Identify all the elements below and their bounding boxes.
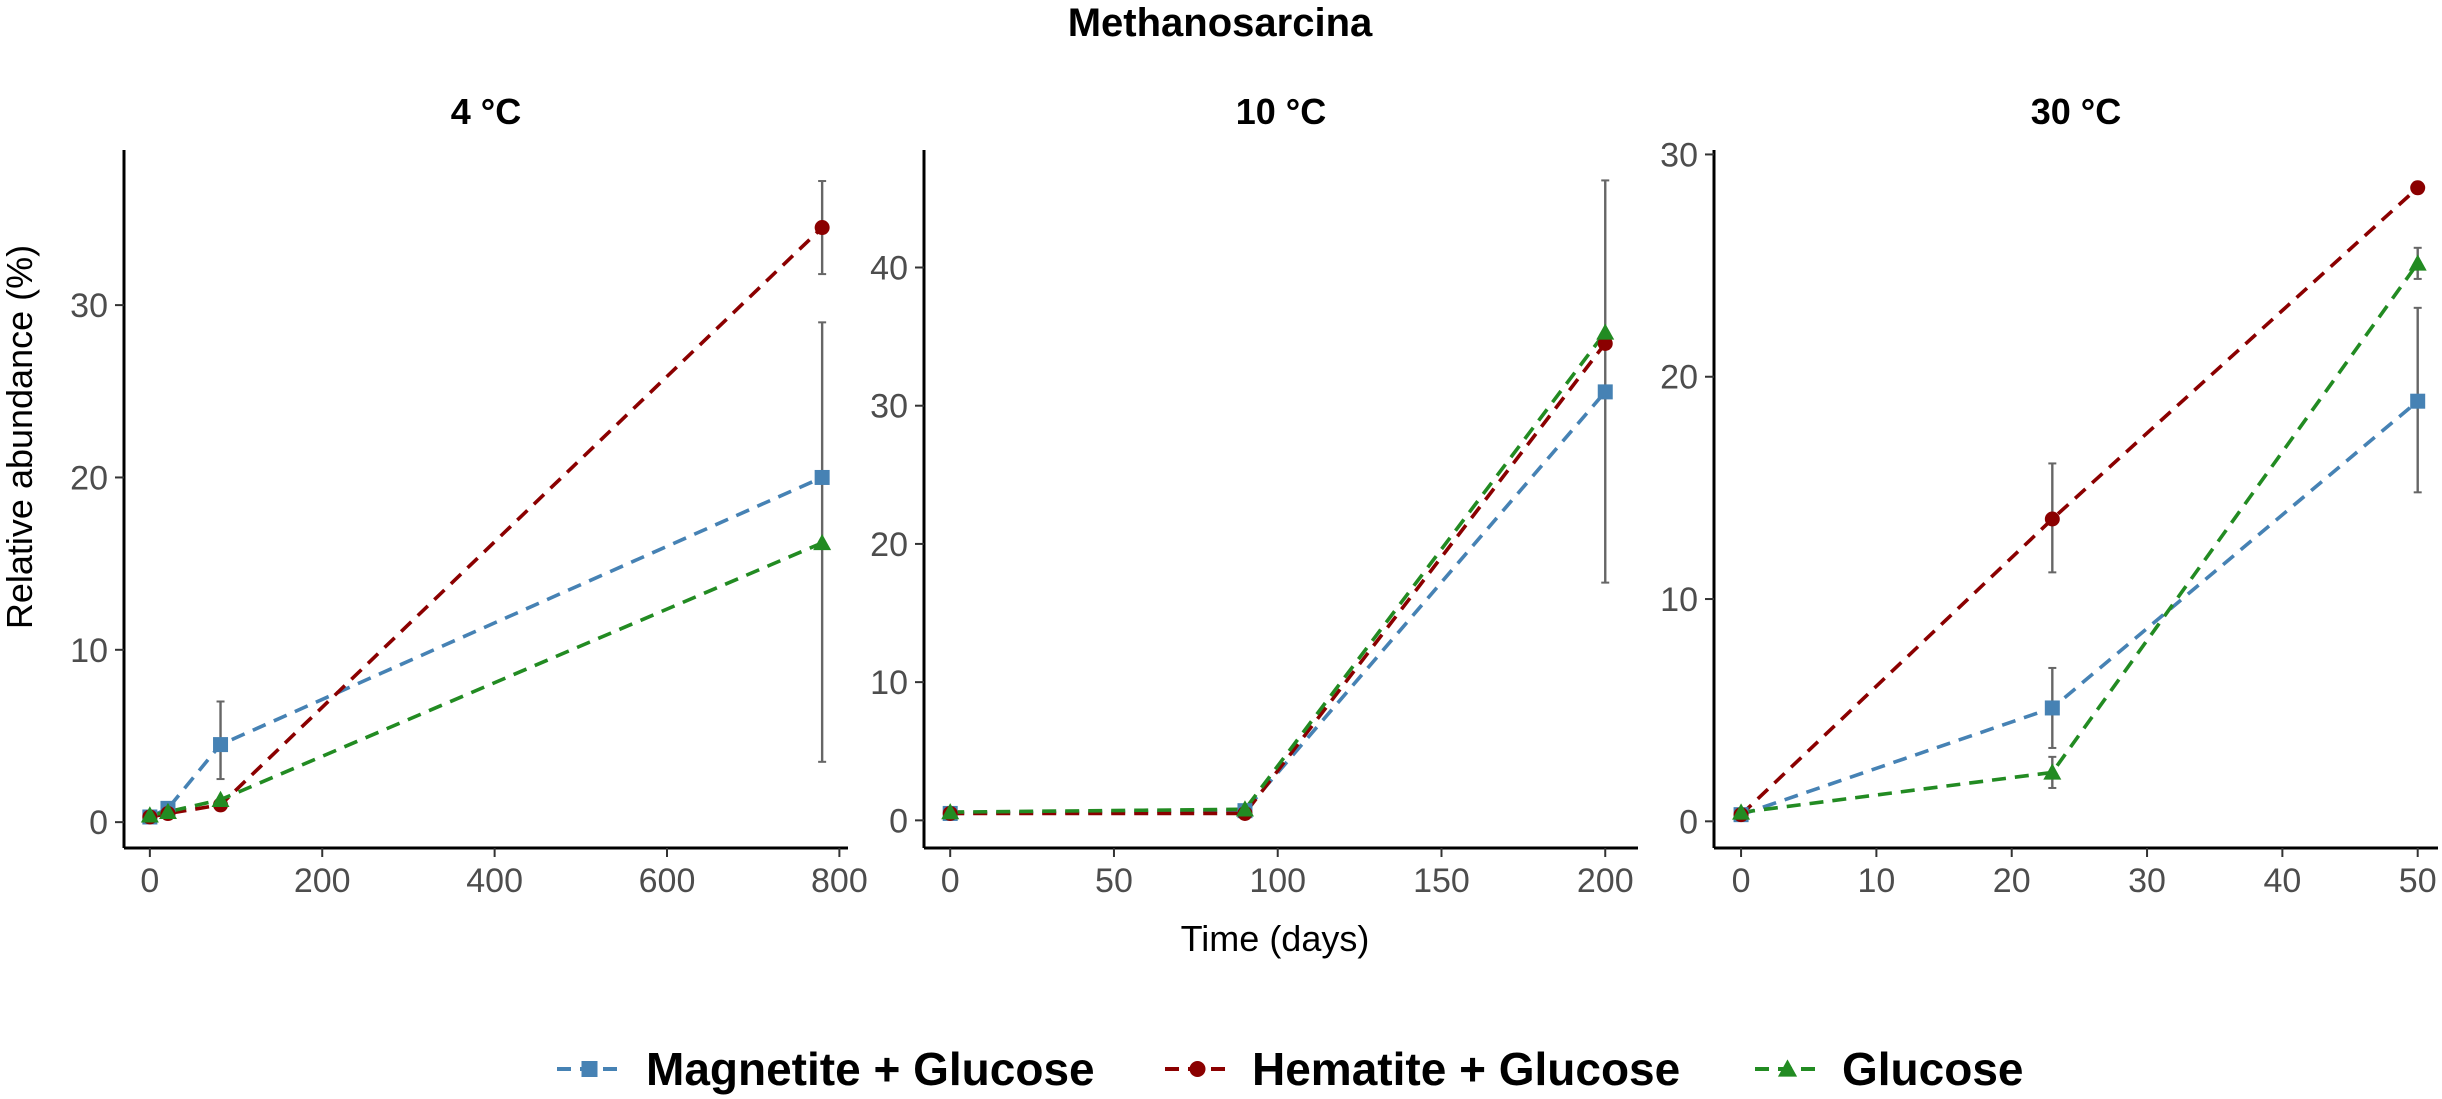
- series-line-hematite: [1739, 186, 2419, 817]
- y-tick-label: 0: [89, 804, 108, 842]
- legend-marker-circle: [1189, 1061, 1206, 1077]
- x-tick-label: 200: [1577, 862, 1634, 900]
- x-tick-label: 800: [811, 862, 868, 900]
- panel-3: 30 °C 0 10 20 30 0 10 20 30 40 50: [1660, 91, 2438, 900]
- x-tick-label: 50: [1095, 862, 1133, 900]
- y-tick-label: 40: [870, 249, 908, 287]
- y-tick-label: 20: [70, 459, 108, 497]
- series-line-hematite: [950, 342, 1607, 816]
- y-tick-label: 10: [70, 632, 108, 670]
- x-tick-label: 0: [140, 862, 159, 900]
- y-tick-label: 30: [1660, 136, 1698, 174]
- point-glucose: [211, 790, 230, 807]
- point-hematite: [1597, 336, 1613, 352]
- figure-title: Methanosarcina: [1068, 1, 1373, 45]
- y-tick-label: 20: [1660, 359, 1698, 397]
- panel-title: 4 °C: [451, 91, 521, 132]
- series-line-magnetite: [149, 475, 823, 819]
- series-line-glucose: [149, 541, 823, 818]
- legend-marker-triangle: [1777, 1059, 1798, 1077]
- panel-title: 10 °C: [1236, 91, 1326, 132]
- point-magnetite: [2410, 393, 2426, 409]
- point-glucose: [1235, 800, 1254, 817]
- x-tick-label: 100: [1249, 862, 1306, 900]
- series-line-glucose: [1740, 262, 2420, 815]
- y-tick-label: 10: [870, 664, 908, 702]
- legend-item-glucose: Glucose: [1755, 1043, 2024, 1095]
- x-tick-label: 400: [466, 862, 523, 900]
- x-tick-label: 40: [2263, 862, 2301, 900]
- x-tick-label: 20: [1993, 862, 2031, 900]
- x-tick-label: 200: [294, 862, 351, 900]
- x-tick-label: 10: [1857, 862, 1895, 900]
- y-tick-label: 30: [870, 388, 908, 426]
- point-glucose: [941, 803, 960, 820]
- legend: Magnetite + Glucose Hematite + Glucose Glu…: [557, 1043, 2024, 1095]
- x-tick-label: 600: [639, 862, 696, 900]
- point-glucose: [2043, 763, 2062, 780]
- panel-title: 30 °C: [2031, 91, 2121, 132]
- y-axis-title: Relative abundance (%): [0, 245, 40, 629]
- point-magnetite: [814, 469, 830, 485]
- y-tick-label: 10: [1660, 581, 1698, 619]
- legend-item-hematite: Hematite + Glucose: [1165, 1043, 1680, 1095]
- point-glucose: [1732, 803, 1751, 820]
- point-glucose: [1596, 323, 1615, 340]
- panel-1: 4 °C 0 10 20 30 0 200 400 600 800: [70, 91, 868, 900]
- legend-marker-square: [581, 1061, 598, 1077]
- x-tick-label: 0: [1732, 862, 1751, 900]
- point-hematite: [814, 220, 830, 236]
- legend-label: Glucose: [1842, 1043, 2024, 1095]
- legend-label: Hematite + Glucose: [1252, 1043, 1680, 1095]
- point-glucose: [813, 533, 832, 551]
- x-tick-label: 30: [2128, 862, 2166, 900]
- y-tick-label: 0: [889, 802, 908, 840]
- x-axis-title: Time (days): [1181, 918, 1370, 959]
- series-line-magnetite: [950, 390, 1607, 816]
- y-tick-label: 0: [1679, 803, 1698, 841]
- point-glucose: [2408, 254, 2427, 271]
- point-glucose: [140, 806, 159, 823]
- x-tick-label: 50: [2399, 862, 2437, 900]
- y-tick-label: 30: [70, 287, 108, 325]
- x-tick-label: 0: [941, 862, 960, 900]
- point-hematite: [2410, 180, 2426, 196]
- legend-item-magnetite: Magnetite + Glucose: [557, 1043, 1095, 1095]
- point-magnetite: [2044, 700, 2060, 716]
- y-tick-label: 20: [870, 526, 908, 564]
- x-tick-label: 150: [1413, 862, 1470, 900]
- point-hematite: [2044, 511, 2060, 527]
- point-magnetite: [213, 737, 229, 753]
- series-line-glucose: [950, 331, 1607, 814]
- series-line-magnetite: [1740, 399, 2419, 817]
- legend-label: Magnetite + Glucose: [646, 1043, 1095, 1095]
- panel-2: 10 °C 0 10 20 30 40 0 50 100 150 200: [870, 91, 1638, 900]
- point-glucose: [158, 802, 177, 820]
- point-magnetite: [1597, 384, 1613, 400]
